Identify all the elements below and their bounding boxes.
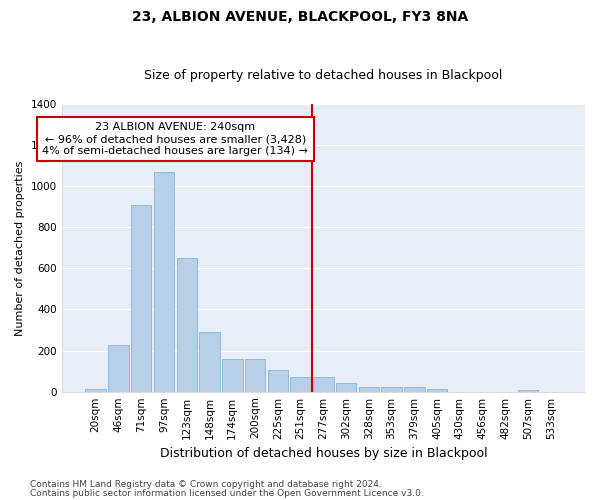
Bar bbox=[131, 204, 151, 392]
Text: 23 ALBION AVENUE: 240sqm
← 96% of detached houses are smaller (3,428)
4% of semi: 23 ALBION AVENUE: 240sqm ← 96% of detach… bbox=[43, 122, 308, 156]
Text: Contains public sector information licensed under the Open Government Licence v3: Contains public sector information licen… bbox=[30, 488, 424, 498]
Bar bbox=[313, 378, 334, 392]
Title: Size of property relative to detached houses in Blackpool: Size of property relative to detached ho… bbox=[144, 69, 503, 82]
Bar bbox=[176, 258, 197, 392]
X-axis label: Distribution of detached houses by size in Blackpool: Distribution of detached houses by size … bbox=[160, 447, 487, 460]
Bar bbox=[427, 388, 448, 392]
Bar bbox=[518, 390, 538, 392]
Bar bbox=[404, 386, 425, 392]
Bar bbox=[290, 378, 311, 392]
Bar bbox=[268, 370, 288, 392]
Bar bbox=[359, 386, 379, 392]
Bar bbox=[85, 388, 106, 392]
Bar bbox=[222, 359, 242, 392]
Y-axis label: Number of detached properties: Number of detached properties bbox=[15, 160, 25, 336]
Bar bbox=[336, 384, 356, 392]
Bar bbox=[382, 386, 402, 392]
Text: Contains HM Land Registry data © Crown copyright and database right 2024.: Contains HM Land Registry data © Crown c… bbox=[30, 480, 382, 489]
Text: 23, ALBION AVENUE, BLACKPOOL, FY3 8NA: 23, ALBION AVENUE, BLACKPOOL, FY3 8NA bbox=[132, 10, 468, 24]
Bar bbox=[154, 172, 174, 392]
Bar bbox=[108, 346, 129, 392]
Bar bbox=[245, 359, 265, 392]
Bar bbox=[199, 332, 220, 392]
